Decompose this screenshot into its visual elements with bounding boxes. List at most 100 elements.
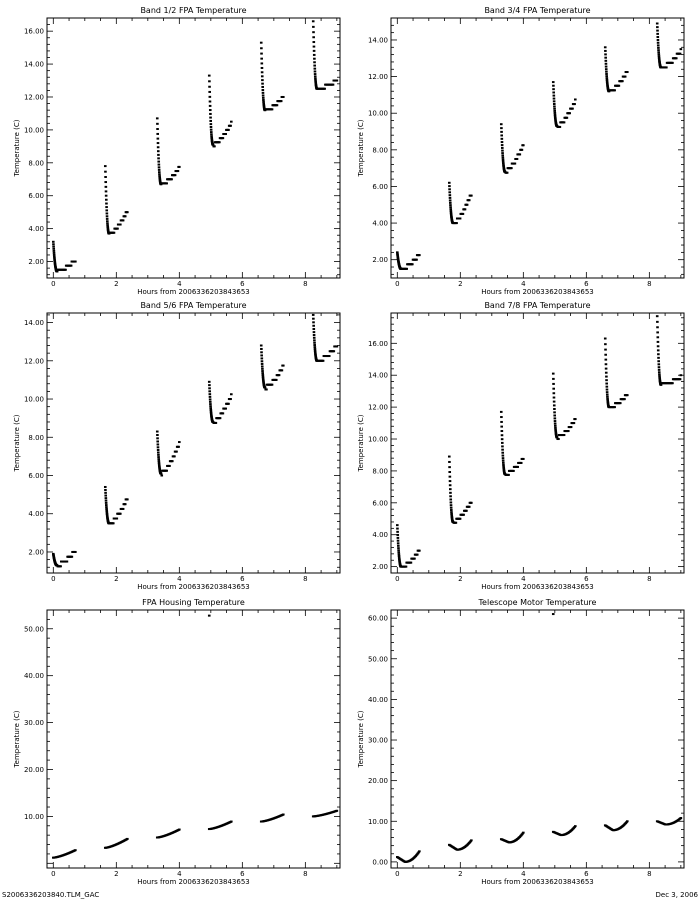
data-point [418, 254, 421, 257]
data-point [260, 71, 264, 74]
data-point [465, 509, 468, 512]
data-point [260, 52, 263, 55]
data-point [562, 434, 566, 437]
data-point [606, 402, 610, 405]
data-point [157, 456, 160, 459]
data-point [221, 137, 225, 140]
data-point [553, 107, 556, 110]
data-point [211, 143, 215, 146]
data-point [499, 123, 503, 126]
data-point [214, 421, 218, 424]
data-point [656, 320, 659, 323]
data-point [119, 512, 122, 515]
data-point [502, 164, 505, 167]
data-point [157, 463, 161, 466]
data-point [605, 75, 608, 78]
data-point [157, 166, 161, 169]
data-point [260, 357, 264, 360]
data-point [53, 258, 56, 261]
data-point [64, 268, 67, 271]
chart-title: FPA Housing Temperature [142, 598, 245, 607]
data-point [657, 53, 661, 56]
data-point [398, 559, 401, 562]
data-point [678, 52, 682, 55]
y-tick-label: 4.00 [372, 531, 388, 539]
data-point [657, 58, 661, 61]
data-point [658, 61, 661, 64]
data-point [500, 134, 504, 137]
y-axis-label: Temperature (C) [13, 414, 21, 472]
data-point [260, 365, 264, 368]
data-point [572, 422, 576, 425]
data-point [275, 104, 279, 107]
data-point [415, 553, 419, 556]
data-point [604, 56, 607, 59]
data-point [657, 371, 661, 374]
data-point [260, 351, 263, 354]
data-point [448, 484, 452, 487]
data-point [70, 555, 74, 558]
data-point [552, 100, 556, 103]
data-point [512, 469, 515, 472]
data-point [208, 90, 211, 93]
data-point [123, 503, 127, 506]
data-point [449, 201, 452, 204]
data-point [658, 373, 661, 376]
data-point [105, 504, 108, 507]
data-point [126, 837, 129, 840]
data-point [558, 125, 562, 128]
x-tick-label: 2 [114, 280, 118, 288]
data-point [314, 83, 318, 86]
data-point [455, 222, 458, 225]
data-point [470, 839, 473, 842]
data-point [259, 41, 263, 44]
data-point [613, 406, 616, 409]
data-point [312, 53, 316, 56]
data-point [156, 146, 160, 149]
data-point [658, 377, 661, 380]
data-point [210, 414, 213, 417]
data-point [552, 91, 555, 94]
data-point [507, 473, 510, 476]
data-point [209, 403, 212, 406]
data-point [159, 472, 163, 475]
chart-panel-4: Band 7/8 FPA Temperature Hours from 20063… [357, 301, 685, 591]
data-point [502, 465, 505, 468]
data-point [552, 404, 556, 407]
data-point [208, 104, 212, 107]
data-point [552, 97, 556, 100]
data-point [398, 558, 401, 561]
y-tick-label: 20.00 [24, 766, 44, 774]
data-point [123, 215, 127, 218]
data-point [104, 181, 108, 184]
data-point [105, 215, 109, 218]
data-point [156, 137, 160, 140]
y-tick-label: 10.00 [24, 126, 44, 134]
data-point [312, 324, 315, 327]
data-point [605, 77, 609, 80]
data-point [502, 461, 505, 464]
data-point [450, 514, 454, 517]
data-point [405, 267, 409, 270]
y-tick-label: 10.00 [24, 813, 44, 821]
y-tick-label: 4.00 [28, 510, 44, 518]
data-point [156, 448, 160, 451]
plot-frame [46, 312, 341, 574]
data-point [398, 560, 401, 563]
data-point [605, 70, 608, 73]
data-point [605, 382, 608, 385]
data-point [261, 370, 264, 373]
data-point [173, 174, 177, 177]
data-point [313, 348, 317, 351]
y-tick-label: 30.00 [24, 719, 44, 727]
data-point [621, 80, 624, 83]
data-point [158, 175, 161, 178]
data-point [674, 57, 678, 60]
data-point [574, 418, 577, 421]
data-point [449, 504, 453, 507]
y-tick-label: 50.00 [368, 655, 388, 663]
data-point [604, 65, 608, 68]
data-point [397, 556, 401, 559]
chart-title: Band 5/6 FPA Temperature [140, 301, 246, 310]
data-point [605, 385, 609, 388]
